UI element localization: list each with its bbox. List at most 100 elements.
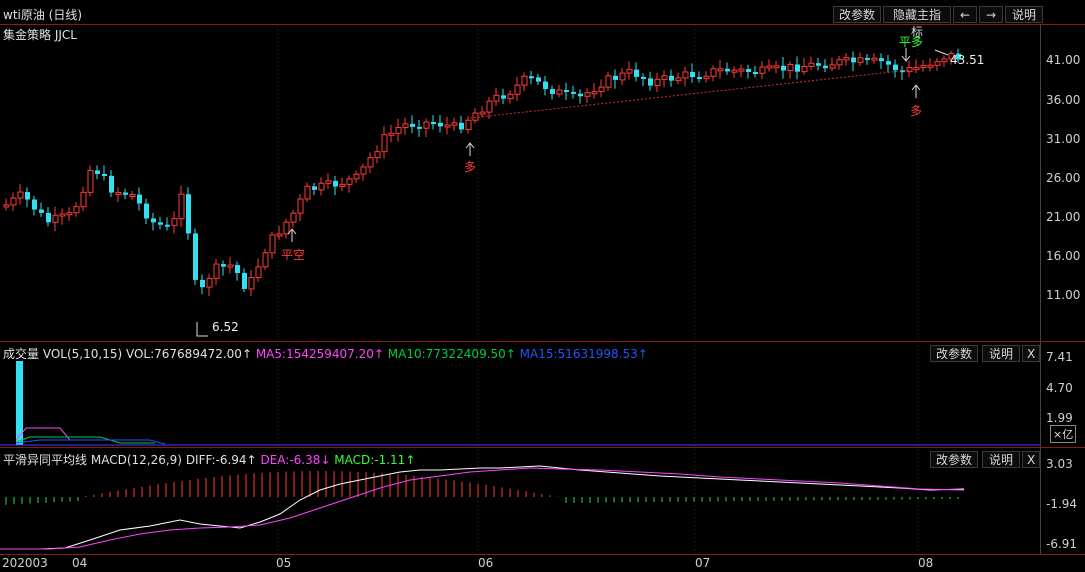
candle-body [25,192,30,200]
candle-body [262,252,269,268]
last-price-marker [934,49,949,56]
low-marker [196,322,208,337]
candle-body [808,62,815,68]
candle-body [472,112,479,121]
macd-help-button[interactable]: 说明 [982,451,1020,468]
candle-body [725,68,730,72]
candle-body [431,122,436,125]
macd-close-button[interactable]: X [1022,451,1040,468]
volume-panel-title: 成交量 [3,347,40,361]
candle-body [823,65,828,69]
candle-body [927,64,934,68]
candle-body [556,89,563,95]
volume-indicator: VOL(5,10,15) [42,347,123,361]
ma15-line [15,439,166,445]
candle-body [753,71,758,74]
candle-body [871,57,878,61]
y-axis-separator [1040,24,1041,554]
macd-indicator: MACD(12,26,9) [90,453,182,467]
candle-body [521,75,528,86]
candle-body [571,91,576,94]
macd-panel-top [0,447,1085,448]
candle-body [550,89,555,95]
hide-indicator-button[interactable]: 隐藏主指标 [883,6,951,39]
candle-body [766,65,773,69]
price-tick-31: 31.00 [1046,132,1081,146]
candle-body [213,263,220,279]
candle-body [738,68,745,72]
candle-body [956,53,961,60]
vol-value: VOL:767689472.00↑ [125,347,252,361]
candle-body [235,265,240,274]
long-arrow-1 [465,142,475,156]
ma5-line [15,427,115,441]
last-price-label: 43.51 [950,53,985,67]
candle-body [66,212,73,216]
candle-body [186,194,191,234]
window-title: wti原油 (日线) [3,8,83,22]
candle-body [410,123,415,127]
volume-help-button[interactable]: 说明 [982,345,1020,362]
macd-params-button[interactable]: 改参数 [930,451,978,468]
candle-body [158,222,163,225]
help-button[interactable]: 说明 [1005,6,1043,23]
candle-body [773,65,780,69]
candle-body [165,224,170,227]
candle-body [206,277,213,288]
signal-long-1: 多 [464,160,477,174]
candle-body [32,199,37,210]
candle-body [598,86,605,93]
volume-panel-top [0,341,1085,342]
candle-body [501,95,506,99]
candle-body [857,57,864,63]
candle-body [690,71,695,78]
candle-body [283,221,290,235]
candle-body [584,92,591,97]
candle-body [543,81,548,90]
candle-body [661,75,668,80]
signal-close-short: 平空 [281,248,306,262]
candle-body [200,279,205,288]
candle-body [423,121,430,129]
volume-params-button[interactable]: 改参数 [930,345,978,362]
prev-button[interactable]: ← [953,6,977,23]
dea-value: DEA:-6.38↓ [260,453,331,467]
strategy-label: 集金策略 JJCL [3,28,77,42]
candle-body [360,166,367,175]
candle-body [339,183,346,188]
x-label-08: 08 [918,556,934,570]
candle-body [843,57,850,61]
candle-body [144,203,149,219]
candle-body [333,180,338,187]
candle-body [913,66,920,70]
macd-tick-691: -6.91 [1046,537,1078,551]
signal-long-2: 多 [910,104,923,118]
next-button[interactable]: → [979,6,1003,23]
params-button[interactable]: 改参数 [833,6,881,23]
candle-body [95,170,100,174]
arrow-left-icon: ← [959,8,971,22]
candle-body [465,119,472,130]
candle-body [703,75,710,79]
candle-body [129,194,136,198]
candle-body [906,66,913,73]
volume-spike-bar [16,361,23,445]
candle-body [493,94,500,102]
x-label-07: 07 [695,556,711,570]
candle-body [102,173,107,176]
candle-body [920,65,927,69]
candle-body [115,192,122,196]
candle-body [395,127,402,134]
candle-body [367,157,374,168]
close-short-arrow [287,228,297,242]
candle-body [900,70,905,73]
volume-close-button[interactable]: X [1022,345,1040,362]
candle-body [941,58,948,63]
candle-body [325,180,332,184]
candle-body [591,91,598,95]
candle-body [731,69,738,73]
candle-body [746,69,751,72]
candle-body [381,134,388,153]
candle-body [795,64,800,72]
candle-body [269,234,276,254]
